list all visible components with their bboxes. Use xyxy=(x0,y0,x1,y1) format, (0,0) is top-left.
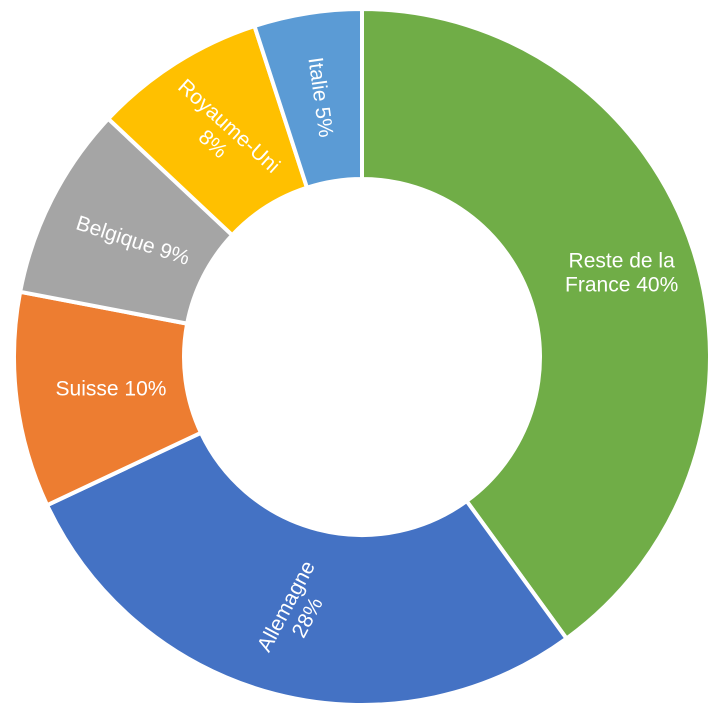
slice-allemagne xyxy=(45,430,569,707)
slice-label-line: Reste de la xyxy=(569,250,676,273)
slice-reste-de-la-france xyxy=(360,7,710,641)
slice-italie xyxy=(252,7,364,190)
slice-label-group: Reste de la France 40% xyxy=(565,250,678,297)
slice-label: Reste de la France 40% xyxy=(565,250,678,297)
slice-label-group: Suisse 10% xyxy=(56,378,167,401)
slice-label-line: Suisse 10% xyxy=(56,378,167,401)
slice-label-line: France 40% xyxy=(565,274,678,297)
slices-layer xyxy=(12,7,710,707)
slice-label: Suisse 10% xyxy=(56,378,167,401)
